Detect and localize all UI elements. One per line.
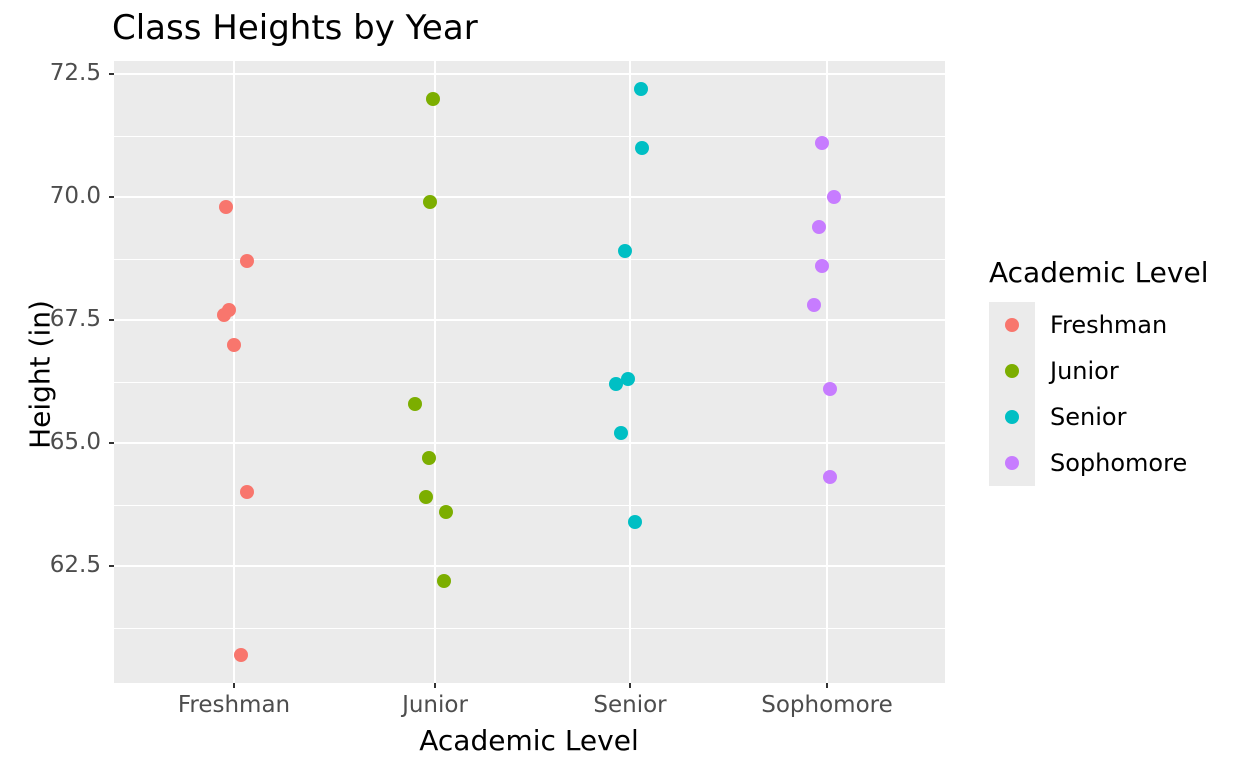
- data-point-freshman: [240, 485, 254, 500]
- x-tick-mark: [233, 683, 235, 688]
- legend-dot-icon: [1005, 456, 1019, 470]
- gridline-category: [233, 61, 235, 683]
- x-tick-label: Sophomore: [761, 692, 893, 718]
- data-point-senior: [635, 140, 649, 155]
- x-axis-title: Academic Level: [419, 724, 639, 757]
- legend-key-swatch: [989, 302, 1035, 348]
- gridline-minor: [114, 627, 945, 629]
- data-point-junior: [422, 450, 436, 465]
- data-point-freshman: [217, 308, 231, 323]
- x-tick-mark: [434, 683, 436, 688]
- data-point-junior: [439, 504, 453, 519]
- x-tick-label: Freshman: [177, 692, 291, 718]
- gridline-minor: [114, 258, 945, 260]
- data-point-senior: [614, 426, 628, 441]
- y-tick-label: 62.5: [49, 552, 101, 578]
- data-point-sophomore: [815, 258, 829, 273]
- legend-dot-icon: [1005, 318, 1019, 332]
- data-point-senior: [621, 372, 635, 387]
- y-tick-label: 72.5: [49, 60, 101, 86]
- data-point-freshman: [219, 199, 233, 214]
- legend-key-swatch: [989, 394, 1035, 440]
- data-point-sophomore: [823, 381, 837, 396]
- gridline-major: [114, 565, 945, 567]
- data-point-junior: [426, 91, 440, 106]
- x-tick-mark: [826, 683, 828, 688]
- gridline-category: [434, 61, 436, 683]
- x-tick-label: Junior: [402, 692, 468, 718]
- gridline-major: [114, 442, 945, 444]
- gridline-major: [114, 73, 945, 75]
- gridline-category: [826, 61, 828, 683]
- legend-label: Sophomore: [1050, 449, 1188, 477]
- data-point-senior: [609, 376, 623, 391]
- data-point-sophomore: [812, 219, 826, 234]
- y-tick-label: 70.0: [49, 183, 101, 209]
- y-tick-mark: [109, 73, 114, 75]
- data-point-freshman: [227, 337, 241, 352]
- gridline-minor: [114, 504, 945, 506]
- y-tick-mark: [109, 442, 114, 444]
- gridline-minor: [114, 135, 945, 137]
- legend-key-swatch: [989, 348, 1035, 394]
- plot-panel: [114, 61, 945, 683]
- data-point-sophomore: [815, 135, 829, 150]
- gridline-major: [114, 196, 945, 198]
- legend-dot-icon: [1005, 364, 1019, 378]
- data-point-senior: [634, 81, 648, 96]
- x-tick-label: Senior: [593, 692, 667, 718]
- x-tick-mark: [629, 683, 631, 688]
- data-point-freshman: [234, 647, 248, 662]
- legend-label: Senior: [1050, 403, 1127, 431]
- gridline-category: [629, 61, 631, 683]
- legend-dot-icon: [1005, 410, 1019, 424]
- data-point-junior: [423, 194, 437, 209]
- data-point-junior: [408, 396, 422, 411]
- legend-title: Academic Level: [989, 256, 1209, 289]
- y-tick-mark: [109, 319, 114, 321]
- data-point-freshman: [240, 253, 254, 268]
- data-point-sophomore: [807, 298, 821, 313]
- y-tick-label: 67.5: [49, 306, 101, 332]
- data-point-sophomore: [823, 470, 837, 485]
- data-point-junior: [419, 490, 433, 505]
- y-axis-title: Height (in): [23, 300, 57, 449]
- legend-key-swatch: [989, 440, 1035, 486]
- plot-title: Class Heights by Year: [112, 8, 478, 48]
- legend-label: Freshman: [1050, 311, 1168, 339]
- data-point-junior: [437, 573, 451, 588]
- data-point-sophomore: [827, 190, 841, 204]
- data-point-senior: [618, 244, 632, 259]
- y-tick-mark: [109, 565, 114, 567]
- y-tick-label: 65.0: [49, 429, 101, 455]
- data-point-senior: [628, 514, 642, 529]
- gridline-major: [114, 319, 945, 321]
- y-tick-mark: [109, 196, 114, 198]
- legend-label: Junior: [1050, 357, 1119, 385]
- gridline-minor: [114, 381, 945, 383]
